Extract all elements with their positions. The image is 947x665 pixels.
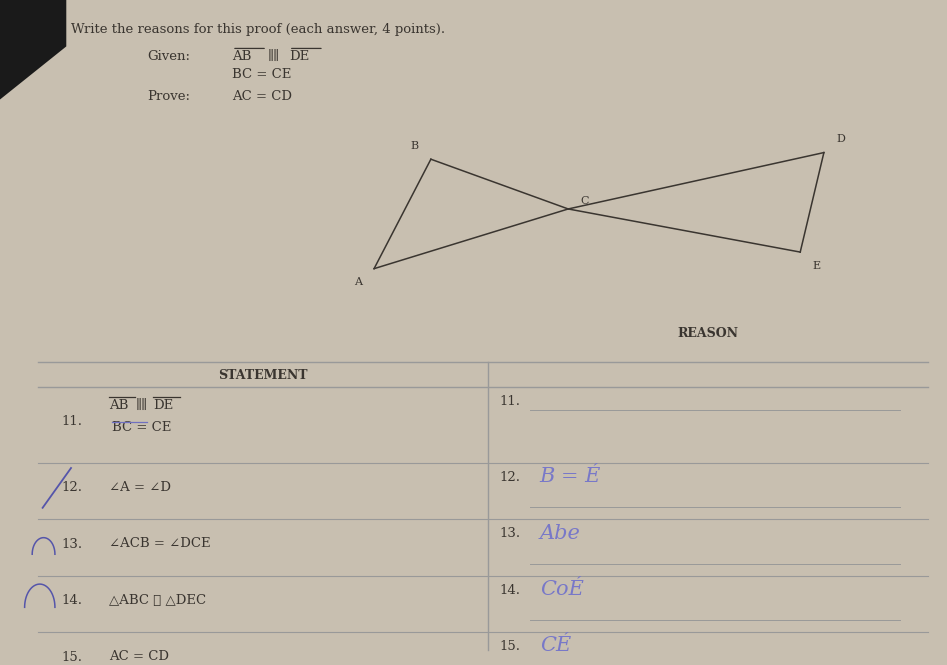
Text: 15.: 15. — [499, 640, 520, 653]
Text: AC = CD: AC = CD — [232, 90, 292, 102]
Text: ∠ACB = ∠DCE: ∠ACB = ∠DCE — [109, 537, 210, 550]
Text: 11.: 11. — [62, 415, 82, 428]
Text: BC = CE: BC = CE — [232, 68, 292, 81]
Text: 15.: 15. — [62, 650, 82, 664]
Text: 13.: 13. — [499, 527, 520, 541]
Text: 12.: 12. — [62, 481, 82, 494]
Text: C: C — [581, 196, 589, 206]
Text: 11.: 11. — [499, 395, 520, 408]
Text: Given:: Given: — [147, 50, 189, 63]
Text: 12.: 12. — [499, 471, 520, 484]
Text: ∥∥: ∥∥ — [268, 50, 280, 63]
Text: ∠A = ∠D: ∠A = ∠D — [109, 481, 170, 493]
Text: AC = CD: AC = CD — [109, 650, 169, 663]
Text: BC = CE: BC = CE — [112, 421, 171, 434]
Text: CoÉ: CoÉ — [540, 580, 583, 599]
Text: 13.: 13. — [62, 538, 82, 551]
Text: CÉ: CÉ — [540, 636, 571, 655]
Text: Write the reasons for this proof (each answer, 4 points).: Write the reasons for this proof (each a… — [71, 23, 445, 36]
Text: 14.: 14. — [499, 584, 520, 597]
Text: ∥∥: ∥∥ — [135, 399, 148, 412]
Text: DE: DE — [153, 399, 173, 412]
Text: Prove:: Prove: — [147, 90, 189, 102]
Text: A: A — [354, 277, 362, 287]
Text: B: B — [410, 140, 419, 150]
Text: △ABC ≅ △DEC: △ABC ≅ △DEC — [109, 594, 206, 606]
Text: AB: AB — [232, 50, 251, 63]
Text: STATEMENT: STATEMENT — [218, 370, 308, 382]
Text: Abe: Abe — [540, 523, 581, 543]
Polygon shape — [0, 0, 66, 100]
Text: B = É: B = É — [540, 467, 601, 486]
Text: AB: AB — [109, 399, 128, 412]
Text: 14.: 14. — [62, 594, 82, 607]
Text: REASON: REASON — [677, 327, 739, 340]
Text: D: D — [836, 134, 845, 144]
Text: E: E — [813, 261, 821, 271]
Text: DE: DE — [289, 50, 309, 63]
